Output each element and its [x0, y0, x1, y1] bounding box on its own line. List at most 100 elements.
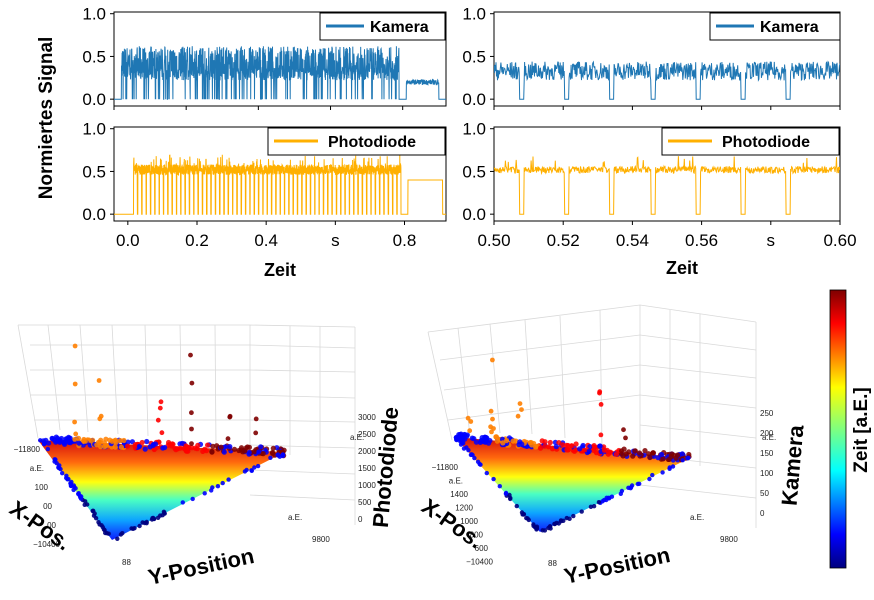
- scatter-point: [76, 440, 82, 446]
- xlabel-left: Zeit: [264, 260, 296, 280]
- scatter-point: [490, 416, 495, 422]
- ylabel-ypos: Y-Position: [146, 543, 256, 590]
- scatter-point: [258, 444, 264, 450]
- scatter-point: [547, 524, 553, 529]
- scatter-point: [152, 441, 159, 447]
- scatter-point: [573, 441, 579, 447]
- scatter-point: [56, 465, 62, 471]
- xtick-label: 0.60: [823, 231, 856, 250]
- xtick-label: −10400: [33, 540, 60, 549]
- scatter-point: [580, 442, 586, 449]
- scatter-point: [484, 470, 489, 476]
- series-kamera-line: [114, 46, 446, 100]
- ytick-label: 0.5: [462, 47, 486, 66]
- panel-top-left: 0.0 0.5 1.0 Kamera: [82, 5, 447, 110]
- panel-top-right-xticks: [493, 106, 841, 110]
- scatter-point: [53, 439, 59, 445]
- scatter-point: [115, 536, 120, 541]
- scatter3d-kamera: 0 50 100 150 200 250 a.E. −11800 a.E. 1400 1200 1…: [417, 304, 809, 589]
- xtick-label: s: [331, 231, 340, 250]
- scatter-point: [507, 492, 512, 498]
- scatter-point: [482, 439, 488, 445]
- panel-top-left-frame: [113, 11, 447, 107]
- scatter-point: [136, 443, 142, 449]
- scatter-point: [521, 512, 526, 517]
- colorbar-label: Zeit [a.E.]: [851, 387, 872, 473]
- scatter-point: [107, 437, 113, 443]
- scatter-point: [97, 522, 102, 527]
- scatter-point: [249, 468, 254, 473]
- legend-photodiode-zoom: Photodiode: [661, 127, 840, 156]
- scatter-point: [472, 455, 477, 461]
- scatter-point: [500, 440, 506, 446]
- scatter-point: [558, 519, 564, 524]
- scatter-point: [72, 381, 78, 387]
- panel-top-right-yticks: 0.0 0.5 1.0: [462, 5, 494, 109]
- scatter-point: [461, 431, 468, 438]
- legend-kamera-zoom: Kamera: [709, 12, 841, 41]
- xtick-label: 1200: [455, 504, 473, 513]
- scatter-point: [190, 496, 195, 502]
- scatter-point: [675, 452, 681, 458]
- ytick-label: 0.0: [82, 90, 106, 109]
- scatter-point: [655, 455, 661, 461]
- shared-ylabel: Normiertes Signal: [36, 37, 57, 200]
- panel-bottom-left: 0.0 0.5 1.0 0.0 0.2 0.4 s 0.8 Photodiode Zeit: [82, 120, 447, 280]
- scatter-point: [669, 451, 675, 457]
- scatter-point: [533, 444, 539, 450]
- scatter-point: [591, 447, 597, 453]
- ytick-label: 9800: [720, 535, 738, 544]
- panel-bottom-right-yticks: 0.0 0.5 1.0: [462, 120, 494, 224]
- xtick-label: a.E.: [449, 477, 463, 486]
- ylabel-ypos: Y-Position: [562, 542, 672, 589]
- scatter-point: [531, 522, 536, 527]
- scatter-point: [268, 455, 273, 460]
- scatter-point: [564, 442, 570, 448]
- scatter-point: [227, 444, 233, 450]
- scatter-point: [621, 427, 626, 433]
- scatter-point: [587, 444, 593, 450]
- scatter-point: [97, 416, 103, 422]
- scatter-point: [221, 449, 227, 455]
- scatter-point: [175, 446, 181, 452]
- xtick-label: a.E.: [30, 464, 44, 473]
- series-photodiode-line: [114, 154, 446, 215]
- scatter-point: [91, 513, 97, 518]
- scatter-point: [537, 445, 544, 451]
- scatter-point: [598, 402, 604, 407]
- scatter-point: [75, 435, 82, 441]
- scatter-point: [564, 447, 570, 453]
- scatter-point: [270, 450, 276, 456]
- scatter-point: [571, 513, 576, 519]
- scatter-point: [72, 343, 78, 349]
- scatter-point: [118, 532, 124, 537]
- scatter-point: [38, 438, 43, 443]
- scatter-point: [62, 439, 68, 445]
- xtick-label: 1400: [450, 490, 468, 499]
- scatter-point: [508, 496, 513, 502]
- ytick-label: 9800: [312, 535, 330, 544]
- scatter-point: [586, 448, 592, 454]
- scatter-point: [280, 452, 285, 457]
- scatter-point: [101, 440, 107, 446]
- xtick-label: 0.50: [477, 231, 510, 250]
- scatter-point: [41, 442, 47, 447]
- scatter-point: [150, 516, 155, 521]
- scatter-point: [588, 504, 594, 509]
- scatter-point: [685, 456, 690, 461]
- scatter-point: [491, 476, 496, 482]
- ztick-label: 100: [760, 469, 774, 478]
- scatter-point: [601, 497, 607, 503]
- scatter-point: [468, 419, 474, 424]
- ztick-label: 500: [358, 498, 372, 507]
- scatter-point: [157, 405, 163, 411]
- scatter3d-photodiode: 0 500 1000 1500 2000 2500 3000 a.E. −11800 a.E.…: [5, 324, 403, 590]
- scatter-point: [659, 451, 665, 458]
- scatter-point: [58, 435, 65, 442]
- scatter-point: [63, 475, 69, 481]
- ztick-labels: 0 50 100 150 200 250: [760, 409, 774, 518]
- zlabel-kamera: Kamera: [777, 423, 809, 506]
- scatter-points: [453, 357, 692, 533]
- scatter-point: [43, 437, 49, 443]
- scatter-point: [458, 442, 464, 447]
